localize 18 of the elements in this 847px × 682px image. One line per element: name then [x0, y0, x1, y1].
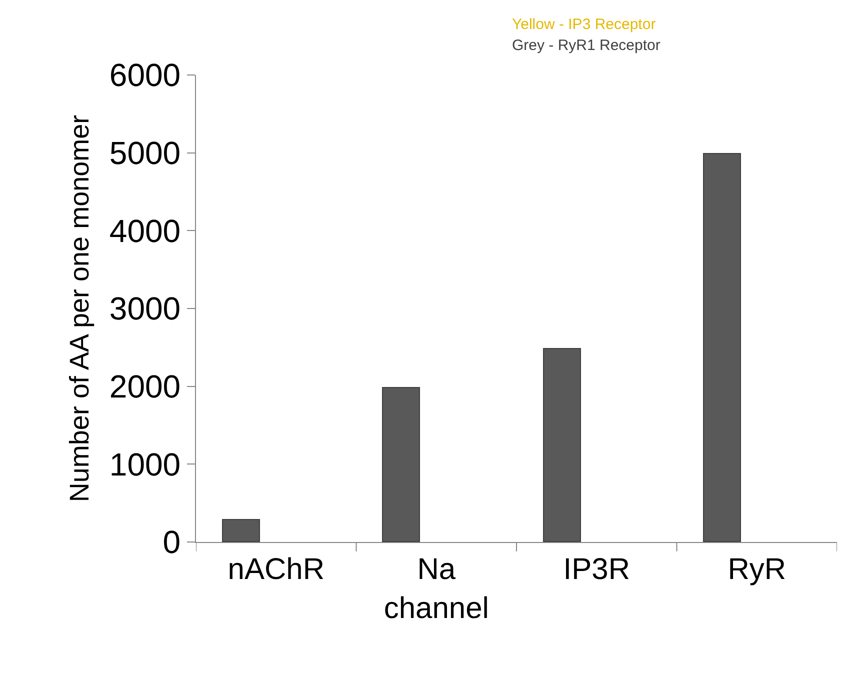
y-axis-title: Number of AA per one monomer	[64, 114, 94, 502]
y-tick-label: 3000	[109, 290, 181, 327]
y-tick-label: 4000	[109, 212, 181, 249]
bar	[222, 519, 260, 542]
bar	[703, 153, 741, 542]
x-tick-label: nAChR	[228, 553, 324, 586]
y-tick-label: 2000	[109, 368, 181, 405]
y-tick-label: 6000	[109, 57, 181, 94]
x-tick-label: IP3R	[563, 553, 630, 586]
bar	[543, 348, 581, 542]
text: Grey - RyR1 Receptor	[512, 37, 660, 54]
x-tick-label: Na channel	[384, 553, 489, 625]
x-tick-label: RyR	[728, 553, 786, 586]
y-tick-label: 0	[162, 524, 181, 560]
text: Yellow - IP3 Receptor	[512, 16, 656, 33]
y-tick-label: 1000	[109, 446, 181, 482]
bar	[382, 387, 420, 542]
y-tick-label: 5000	[109, 135, 181, 172]
